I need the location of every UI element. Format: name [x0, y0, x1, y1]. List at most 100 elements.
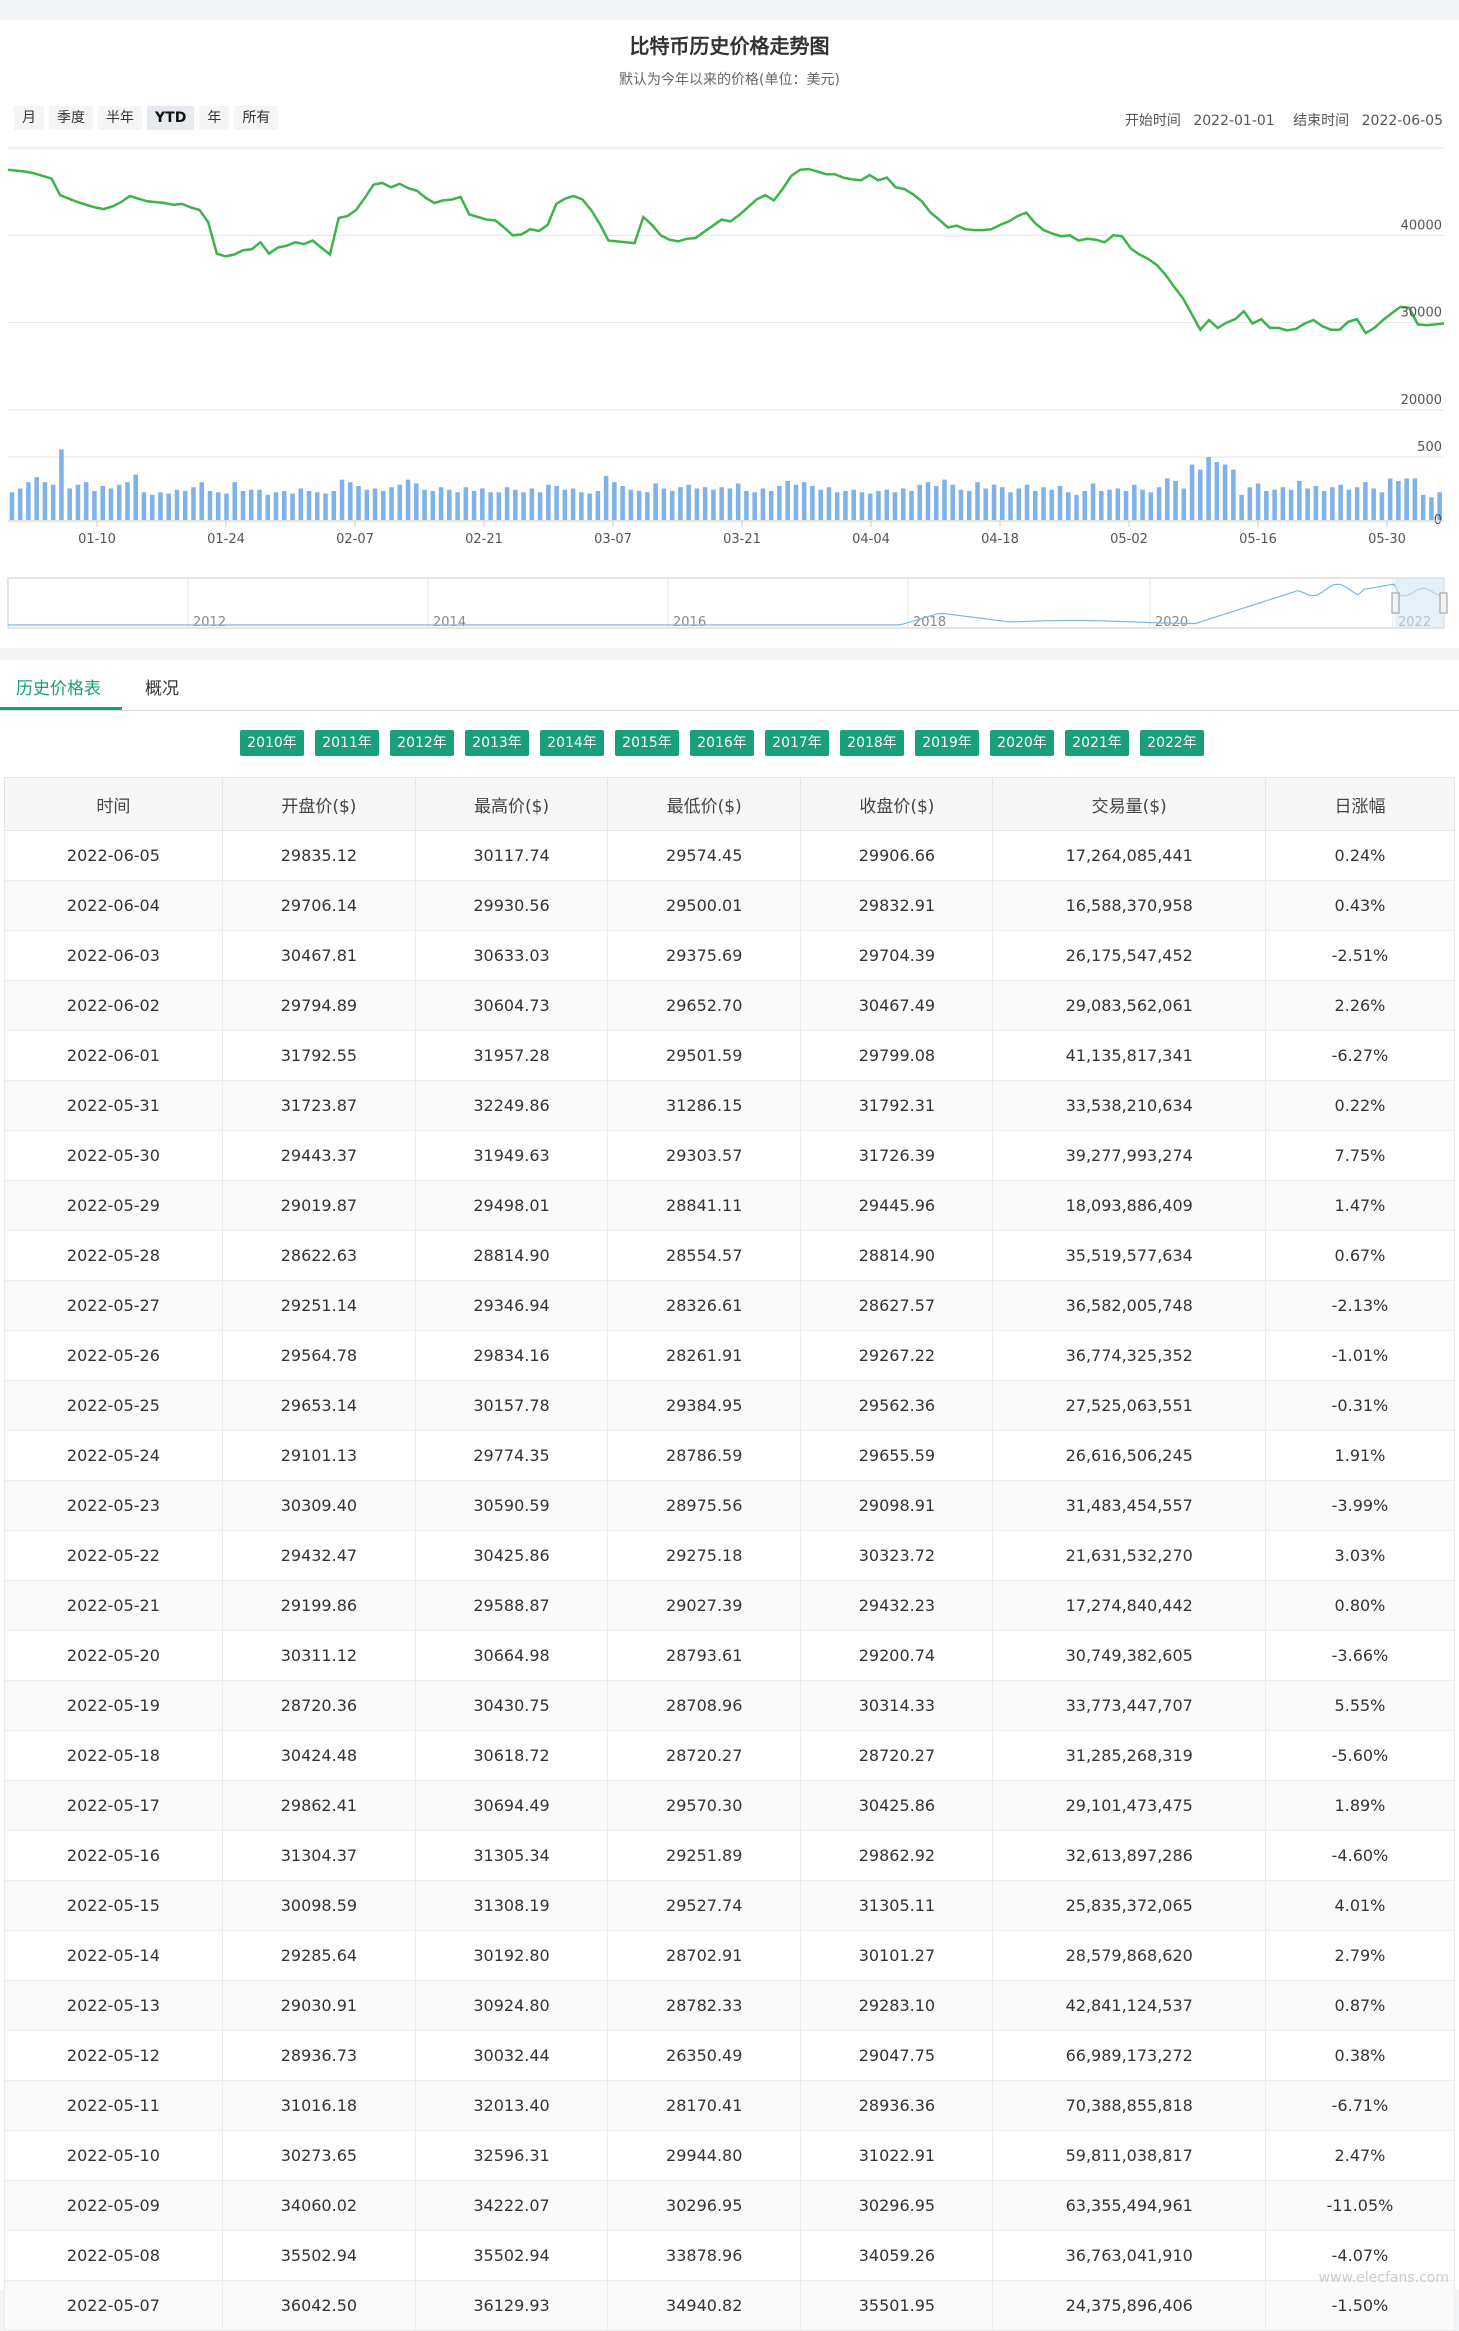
table-row: 2022-05-10 30273.65 32596.31 29944.80 31022.… [4, 2130, 1456, 2181]
table-cell: 2022-05-20 [4, 1630, 223, 1681]
table-cell: 29445.96 [800, 1180, 994, 1231]
range-button-half-year[interactable]: 半年 [98, 106, 142, 130]
table-cell: 0.24% [1264, 830, 1456, 881]
table-cell: 29375.69 [607, 930, 802, 981]
year-button[interactable]: 2011年 [315, 730, 379, 756]
table-row: 2022-06-03 30467.81 30633.03 29375.69 29704.… [4, 930, 1456, 981]
table-cell: 2022-05-23 [4, 1480, 223, 1531]
table-cell: 2022-05-22 [4, 1530, 223, 1581]
table-cell: 29930.56 [414, 880, 609, 931]
year-button[interactable]: 2013年 [465, 730, 529, 756]
year-button[interactable]: 2019年 [915, 730, 979, 756]
start-date-input[interactable]: 2022-01-01 [1193, 113, 1275, 129]
table-cell: 29588.87 [414, 1580, 609, 1631]
volume-bar [323, 493, 328, 520]
volume-bar [966, 491, 972, 520]
volume-bar [711, 489, 716, 520]
volume-bar [917, 484, 923, 520]
volume-bar [1222, 464, 1228, 520]
table-cell: 29832.91 [800, 880, 994, 931]
table-cell: -2.51% [1264, 930, 1456, 981]
table-cell: 2022-05-15 [4, 1880, 223, 1931]
table-cell: 2022-05-28 [4, 1230, 223, 1281]
range-button-all[interactable]: 所有 [234, 106, 279, 130]
range-button-quarter[interactable]: 季度 [49, 106, 93, 130]
volume-bar [1247, 487, 1253, 520]
volume-bar [1016, 488, 1022, 520]
range-button-year[interactable]: 年 [199, 106, 230, 130]
volume-bar [587, 493, 592, 520]
table-cell: 1.89% [1264, 1780, 1456, 1831]
table-row: 2022-05-23 30309.40 30590.59 28975.56 29098.… [4, 1480, 1456, 1531]
table-cell: 30323.72 [800, 1530, 994, 1581]
table-cell: 29098.91 [800, 1480, 994, 1531]
year-button[interactable]: 2010年 [240, 730, 304, 756]
tab-overview[interactable]: 概况 [145, 679, 179, 699]
table-cell: 29570.30 [607, 1780, 802, 1831]
year-button[interactable]: 2017年 [765, 730, 829, 756]
range-button-ytd[interactable]: YTD [147, 106, 195, 130]
table-cell: 36,774,325,352 [992, 1330, 1266, 1381]
volume-bar [75, 484, 81, 520]
column-header: 交易量($) [992, 777, 1266, 831]
navigator-handle-left[interactable] [1391, 592, 1400, 614]
volume-bar [265, 494, 271, 520]
table-cell: 29199.86 [221, 1580, 416, 1631]
start-label: 开始时间 [1124, 113, 1181, 129]
tab-price-history[interactable]: 历史价格表 [16, 679, 101, 699]
end-date-input[interactable]: 2022-06-05 [1361, 113, 1443, 129]
volume-bar [108, 488, 114, 520]
year-button[interactable]: 2015年 [615, 730, 679, 756]
x-tick-label: 05-30 [1368, 532, 1406, 547]
table-row: 2022-06-05 29835.12 30117.74 29574.45 29906.… [4, 830, 1456, 881]
volume-bar [1429, 497, 1434, 520]
year-button[interactable]: 2012年 [390, 730, 454, 756]
table-cell: 31022.91 [800, 2130, 994, 2181]
range-navigator[interactable]: 201220142016201820202022 [7, 577, 1448, 630]
table-cell: 29862.92 [800, 1830, 994, 1881]
year-button[interactable]: 2021年 [1065, 730, 1129, 756]
table-cell: 32,613,897,286 [992, 1830, 1266, 1881]
table-cell: 16,588,370,958 [992, 880, 1266, 931]
year-button[interactable]: 2014年 [540, 730, 604, 756]
table-cell: 59,811,038,817 [992, 2130, 1266, 2181]
volume-bar [1099, 491, 1104, 520]
table-cell: 31,285,268,319 [992, 1730, 1266, 1781]
x-tick-label: 01-10 [78, 532, 116, 547]
table-cell: 30590.59 [414, 1480, 609, 1531]
table-cell: 29432.23 [800, 1580, 994, 1631]
price-table-card: 历史价格表 概况 2010年 2011年 2012年 2013年 2014年 2015年 2… [0, 660, 1459, 2331]
year-button[interactable]: 2022年 [1140, 730, 1204, 756]
price-chart-card: 20000 30000 40000 0 500 01-10 01-24 02-07 02-2… [0, 20, 1459, 648]
navigator-year-label: 2016 [673, 615, 706, 630]
table-cell: 70,388,855,818 [992, 2080, 1266, 2131]
volume-bar [174, 489, 180, 520]
volume-bar [166, 493, 171, 520]
table-cell: 3.03% [1264, 1530, 1456, 1581]
volume-bar [133, 474, 138, 520]
range-button-month[interactable]: 月 [14, 106, 44, 130]
table-row: 2022-05-12 28936.73 30032.44 26350.49 29047.… [4, 2030, 1456, 2081]
table-cell: 2022-05-13 [4, 1980, 223, 2031]
tab-bar: 历史价格表 概况 [0, 660, 1459, 711]
table-cell: 29,101,473,475 [992, 1780, 1266, 1831]
table-cell: 28936.36 [800, 2080, 994, 2131]
year-button[interactable]: 2018年 [840, 730, 904, 756]
table-cell: -5.60% [1264, 1730, 1456, 1781]
table-cell: 2022-06-04 [4, 880, 223, 931]
table-cell: 34940.82 [607, 2280, 802, 2331]
table-cell: 2022-05-17 [4, 1780, 223, 1831]
volume-bar [1181, 488, 1187, 520]
volume-bar [290, 493, 295, 520]
volume-bar [950, 484, 956, 520]
table-row: 2022-05-07 36042.50 36129.93 34940.82 35501.… [4, 2280, 1456, 2331]
volume-bar [315, 492, 320, 520]
year-button[interactable]: 2020年 [990, 730, 1054, 756]
year-button[interactable]: 2016年 [690, 730, 754, 756]
table-row: 2022-05-22 29432.47 30425.86 29275.18 30323.… [4, 1530, 1456, 1581]
volume-bar [463, 487, 469, 520]
table-row: 2022-05-25 29653.14 30157.78 29384.95 29562.… [4, 1380, 1456, 1431]
navigator-handle-right[interactable] [1439, 592, 1448, 614]
table-cell: 36,582,005,748 [992, 1280, 1266, 1331]
table-cell: 29027.39 [607, 1580, 802, 1631]
